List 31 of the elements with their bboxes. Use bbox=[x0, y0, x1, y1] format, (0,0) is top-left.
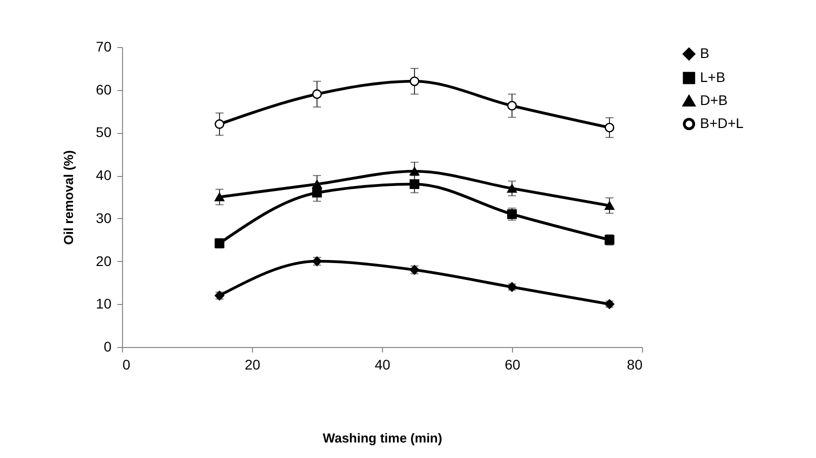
x-axis-title: Washing time (min) bbox=[322, 430, 442, 446]
point bbox=[312, 188, 322, 198]
y-tick-label: 20 bbox=[96, 252, 112, 269]
point bbox=[507, 100, 517, 111]
point bbox=[604, 201, 614, 210]
point bbox=[410, 76, 420, 86]
point bbox=[507, 184, 517, 193]
x-tick-label: 80 bbox=[626, 356, 643, 372]
x-tick-label: 40 bbox=[374, 356, 390, 372]
legend-label: L+B bbox=[700, 69, 726, 85]
point bbox=[312, 180, 322, 188]
point bbox=[410, 179, 420, 189]
point bbox=[604, 122, 614, 132]
legend-label: B bbox=[700, 45, 710, 61]
point bbox=[312, 89, 322, 99]
y-tick-label: 50 bbox=[96, 124, 112, 140]
x-tick-label: 0 bbox=[122, 356, 130, 372]
legend-label: B+D+L bbox=[700, 115, 744, 131]
y-axis-title: Oil removal (%) bbox=[60, 150, 76, 245]
y-tick-label: 10 bbox=[96, 296, 112, 312]
y-tick-label: 70 bbox=[96, 38, 112, 54]
point bbox=[410, 167, 420, 176]
x-tick-label: 20 bbox=[244, 356, 260, 372]
x-tick-label: 60 bbox=[504, 356, 520, 372]
point bbox=[214, 119, 224, 129]
y-tick-label: 0 bbox=[104, 338, 112, 354]
y-tick-label: 60 bbox=[96, 81, 112, 98]
point bbox=[214, 192, 224, 202]
legend-label: D+B bbox=[700, 92, 728, 108]
y-tick-label: 30 bbox=[96, 210, 112, 226]
y-tick-label: 40 bbox=[96, 167, 112, 184]
